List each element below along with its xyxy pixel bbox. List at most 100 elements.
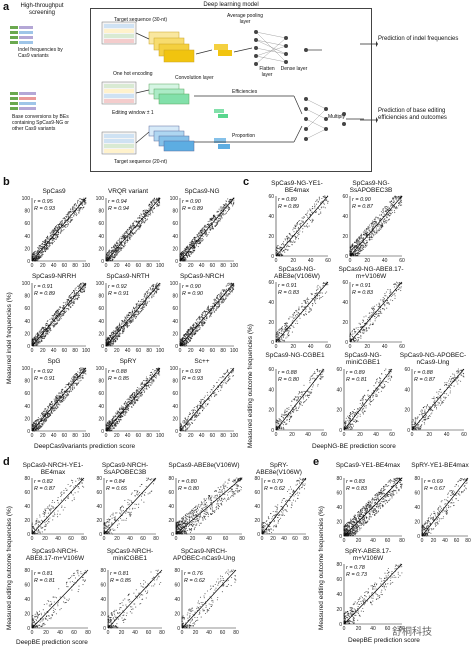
- data-point: [37, 418, 39, 421]
- data-point: [187, 247, 189, 249]
- data-point: [43, 337, 45, 339]
- data-point: [186, 250, 189, 252]
- data-point: [205, 312, 207, 314]
- data-point: [63, 396, 65, 398]
- data-point: [157, 198, 159, 200]
- x-tick-label: 80: [146, 348, 152, 354]
- data-point: [184, 259, 186, 261]
- data-point: [215, 302, 217, 304]
- data-point: [39, 247, 41, 249]
- data-point: [195, 325, 197, 327]
- data-point: [83, 290, 85, 293]
- data-point: [223, 205, 225, 207]
- data-point: [41, 412, 43, 414]
- data-point: [185, 341, 187, 343]
- data-point: [84, 286, 86, 288]
- data-point: [46, 323, 48, 325]
- y-tick-label: 80: [24, 379, 30, 385]
- data-point: [148, 297, 150, 299]
- data-point: [195, 322, 197, 324]
- data-point: [81, 208, 83, 210]
- data-point: [122, 332, 124, 334]
- data-point: [114, 333, 116, 335]
- data-point: [116, 250, 118, 253]
- data-point: [189, 250, 191, 253]
- data-point: [128, 315, 131, 317]
- data-point: [72, 302, 74, 304]
- data-point: [43, 240, 45, 242]
- data-point: [119, 246, 122, 248]
- data-point: [182, 336, 185, 338]
- data-point: [40, 426, 42, 428]
- data-point: [215, 222, 217, 224]
- data-point: [74, 383, 76, 385]
- data-point: [202, 239, 204, 241]
- data-point: [227, 205, 229, 207]
- data-point: [47, 416, 50, 418]
- data-point: [111, 249, 113, 251]
- data-point: [136, 386, 138, 389]
- data-point: [140, 222, 143, 225]
- data-point: [129, 237, 131, 239]
- data-point: [210, 311, 212, 314]
- data-point: [51, 230, 53, 232]
- data-point: [118, 247, 120, 249]
- data-point: [216, 307, 218, 309]
- data-point: [144, 217, 146, 220]
- data-point: [232, 205, 234, 207]
- data-point: [135, 231, 137, 233]
- data-point: [108, 253, 110, 255]
- data-point: [135, 308, 137, 310]
- data-point: [184, 249, 186, 251]
- data-point: [35, 420, 37, 422]
- data-point: [42, 241, 44, 243]
- pearson-r: r = 0.92: [34, 369, 53, 375]
- data-point: [123, 414, 125, 416]
- data-point: [132, 318, 134, 320]
- data-point: [214, 299, 216, 301]
- data-point: [155, 376, 157, 378]
- data-point: [70, 380, 72, 382]
- data-point: [43, 419, 45, 421]
- data-point: [123, 328, 126, 330]
- data-point: [218, 221, 220, 223]
- data-point: [188, 252, 190, 255]
- data-point: [129, 233, 131, 235]
- data-point: [59, 306, 61, 308]
- data-point: [75, 211, 77, 213]
- panel-a-label: a: [3, 1, 10, 13]
- data-point: [67, 383, 69, 385]
- data-point: [76, 289, 78, 292]
- data-point: [73, 215, 75, 217]
- data-point: [186, 340, 188, 342]
- data-point: [212, 309, 214, 311]
- multiply-label: Multiply: [328, 114, 345, 120]
- data-point: [208, 224, 210, 226]
- data-point: [133, 400, 135, 402]
- data-point: [38, 338, 40, 341]
- pred-indel-label: Prediction of indel frequencies: [378, 36, 459, 42]
- data-point: [68, 304, 70, 306]
- data-point: [197, 246, 199, 248]
- data-point: [181, 252, 183, 254]
- data-point: [47, 410, 49, 412]
- data-point: [74, 289, 76, 291]
- data-point: [158, 370, 161, 373]
- data-point: [66, 225, 68, 227]
- data-point: [215, 300, 217, 302]
- data-point: [34, 428, 36, 430]
- data-point: [37, 337, 39, 339]
- data-point: [132, 224, 134, 226]
- data-point: [79, 368, 81, 370]
- data-point: [60, 232, 62, 234]
- data-point: [40, 247, 42, 250]
- data-point: [140, 225, 142, 227]
- data-point: [34, 250, 37, 252]
- data-point: [46, 247, 48, 250]
- data-point: [66, 299, 68, 301]
- data-point: [112, 245, 115, 247]
- data-point: [198, 318, 201, 320]
- y-tick-label: 0: [175, 259, 178, 265]
- data-point: [211, 313, 213, 315]
